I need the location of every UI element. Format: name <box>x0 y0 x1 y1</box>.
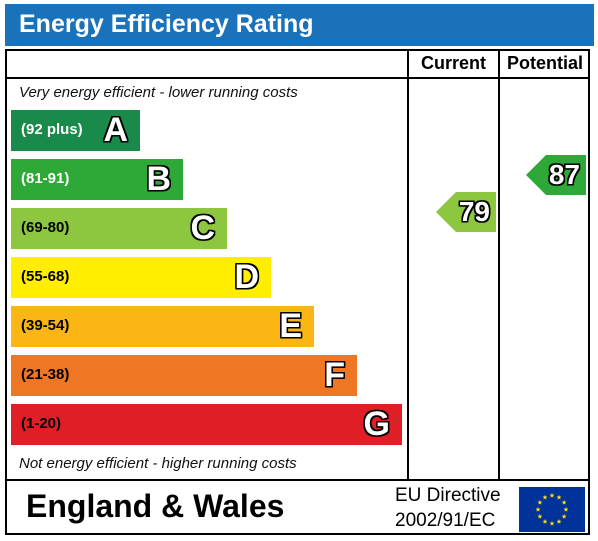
chart-title: Energy Efficiency Rating <box>19 10 314 38</box>
current-rating-arrow: 79 <box>436 192 496 232</box>
band-b-range: (81-91) <box>21 170 70 187</box>
region-label: England & Wales <box>26 488 285 524</box>
band-d: (55-68) D <box>11 257 271 298</box>
eu-star-icon <box>535 506 541 512</box>
band-f: (21-38) F <box>11 355 357 396</box>
eu-flag-icon <box>519 487 585 532</box>
rating-frame <box>5 49 590 535</box>
band-g-letter: G <box>363 405 390 443</box>
band-f-range: (21-38) <box>21 366 70 383</box>
band-c-range: (69-80) <box>21 219 70 236</box>
directive-line-2: 2002/91/EC <box>395 510 496 531</box>
note-efficient: Very energy efficient - lower running co… <box>19 84 298 101</box>
band-e: (39-54) E <box>11 306 314 347</box>
potential-rating-arrow: 87 <box>526 155 586 195</box>
eu-star-icon <box>542 519 548 524</box>
band-c: (69-80) C <box>11 208 227 249</box>
band-g-range: (1-20) <box>21 415 62 432</box>
eu-star-icon <box>537 499 543 505</box>
potential-arrow-shape <box>526 155 586 195</box>
band-d-letter: D <box>234 258 259 296</box>
band-e-letter: E <box>279 307 302 345</box>
current-rating-value: 79 <box>458 196 490 227</box>
band-f-letter: F <box>324 356 345 394</box>
eu-star-icon <box>563 506 569 512</box>
current-arrow-shape <box>436 192 496 232</box>
band-d-range: (55-68) <box>21 268 70 285</box>
column-divider-potential <box>498 49 500 481</box>
eu-star-icon <box>537 513 543 519</box>
column-header-potential: Potential <box>506 53 583 73</box>
column-header-current: Current <box>420 53 486 73</box>
band-g: (1-20) G <box>11 404 402 445</box>
eu-star-icon <box>549 520 555 526</box>
eu-star-icon <box>556 494 562 500</box>
band-b-letter: B <box>146 160 171 198</box>
band-e-range: (39-54) <box>21 317 70 334</box>
note-inefficient: Not energy efficient - higher running co… <box>19 455 297 472</box>
eu-star-icon <box>549 492 555 498</box>
potential-rating-value: 87 <box>548 159 580 190</box>
title-bar: Energy Efficiency Rating <box>5 4 594 46</box>
footer-divider <box>5 479 590 481</box>
eu-star-icon <box>561 513 567 519</box>
eu-star-icon <box>561 499 567 505</box>
band-c-letter: C <box>190 209 215 247</box>
eu-star-icon <box>556 519 562 524</box>
eu-star-icon <box>542 494 548 500</box>
band-b: (81-91) B <box>11 159 183 200</box>
column-divider-current <box>407 49 409 481</box>
band-a-letter: A <box>103 111 128 149</box>
header-divider <box>5 77 590 79</box>
directive-line-1: EU Directive <box>395 485 501 506</box>
band-a: (92 plus) A <box>11 110 140 151</box>
band-a-range: (92 plus) <box>21 121 83 138</box>
